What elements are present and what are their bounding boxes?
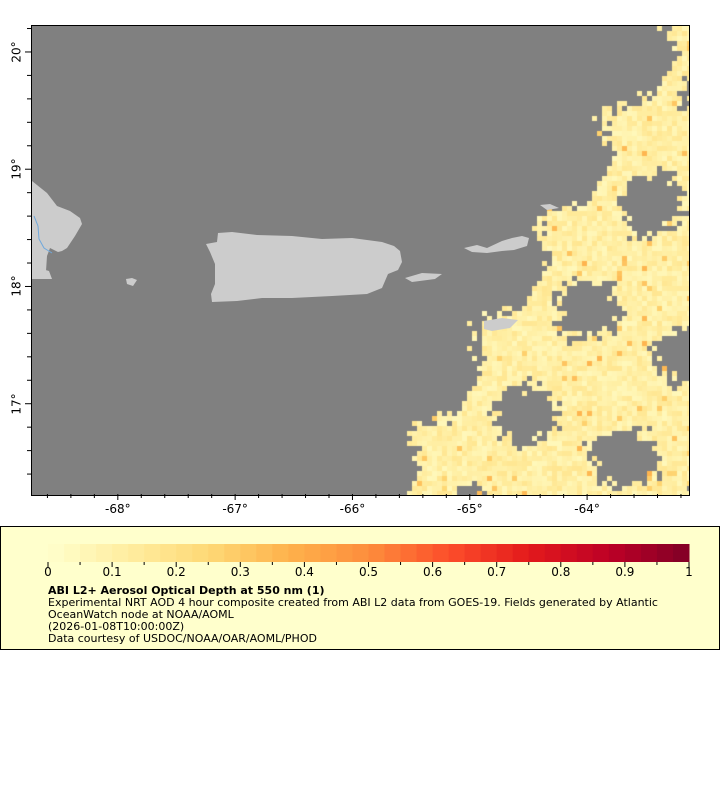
legend-title: ABI L2+ Aerosol Optical Depth at 550 nm …: [48, 584, 325, 597]
colorbar-tick-label: 0: [44, 565, 52, 579]
colorbar-swatch: [656, 544, 674, 562]
longitude-tick-label: -64°: [574, 502, 600, 516]
colorbar-swatch: [576, 544, 594, 562]
latitude-tick-label: 20°: [9, 41, 24, 63]
colorbar-swatch: [448, 544, 466, 562]
map-plot-area: [31, 25, 690, 496]
latitude-tick-label: 19°: [9, 158, 24, 180]
colorbar-tick-label: 0.6: [423, 565, 443, 579]
colorbar-tick-label: 0.9: [615, 565, 635, 579]
colorbar-swatch: [112, 544, 129, 562]
colorbar-tick-label: 0.8: [551, 565, 571, 579]
colorbar-swatch: [240, 544, 257, 562]
land-layer: [32, 181, 559, 331]
colorbar-swatch: [272, 544, 289, 562]
colorbar-swatch: [64, 544, 81, 562]
colorbar-swatch: [256, 544, 273, 562]
colorbar-tick-label: 0.7: [487, 565, 507, 579]
colorbar-swatch: [672, 544, 690, 562]
longitude-tick-label: -68°: [105, 502, 131, 516]
colorbar-swatch: [400, 544, 418, 562]
colorbar-swatch: [336, 544, 353, 562]
colorbar-swatch: [304, 544, 321, 562]
colorbar-tick-label: 0.1: [102, 565, 122, 579]
colorbar-swatch: [368, 544, 386, 562]
colorbar-tick-label: 0.4: [294, 565, 314, 579]
vieques-island-land: [405, 273, 442, 282]
colorbar: [47, 544, 690, 567]
legend-credit: Data courtesy of USDOC/NOAA/OAR/AOML/PHO…: [48, 632, 317, 645]
colorbar-swatch: [432, 544, 450, 562]
latitude-tick-label: 17°: [9, 393, 24, 415]
colorbar-swatch: [560, 544, 578, 562]
longitude-tick-label: -65°: [456, 502, 483, 516]
colorbar-swatch: [48, 544, 65, 562]
colorbar-swatch: [144, 544, 161, 562]
river-line: [33, 215, 53, 254]
legend-description: Experimental NRT AOD 4 hour composite cr…: [48, 596, 658, 609]
colorbar-swatch: [544, 544, 562, 562]
colorbar-swatch: [128, 544, 145, 562]
colorbar-swatch: [384, 544, 402, 562]
colorbar-swatch: [512, 544, 530, 562]
longitude-tick-label: -67°: [222, 502, 248, 516]
mona-island-land: [126, 278, 137, 286]
colorbar-swatch: [192, 544, 209, 562]
colorbar-tick-label: 1: [685, 565, 693, 579]
puerto-rico-land: [206, 232, 402, 302]
colorbar-swatch: [176, 544, 193, 562]
colorbar-swatch: [160, 544, 177, 562]
legend-time: (2026-01-08T10:00:00Z): [48, 620, 185, 633]
legend-description-cont: OceanWatch node at NOAA/AOML: [48, 608, 234, 621]
colorbar-swatch: [528, 544, 546, 562]
latitude-tick-label: 18°: [9, 275, 24, 298]
virgin-islands-land: [464, 236, 529, 253]
colorbar-tick-label: 0.2: [166, 565, 186, 579]
colorbar-swatch: [288, 544, 305, 562]
longitude-tick-label: -66°: [339, 502, 366, 516]
colorbar-swatch: [496, 544, 514, 562]
st-croix-island-land: [484, 318, 518, 331]
hispaniola-land: [32, 181, 82, 279]
colorbar-swatch: [464, 544, 482, 562]
colorbar-swatch: [320, 544, 337, 562]
colorbar-tick-label: 0.3: [230, 565, 250, 579]
colorbar-swatch: [480, 544, 498, 562]
colorbar-swatch: [96, 544, 113, 562]
anegada-island-land: [540, 204, 559, 210]
colorbar-swatch: [416, 544, 434, 562]
colorbar-swatch: [80, 544, 97, 562]
colorbar-tick-label: 0.5: [358, 565, 379, 579]
colorbar-swatch: [608, 544, 626, 562]
colorbar-swatch: [640, 544, 658, 562]
colorbar-swatch: [624, 544, 642, 562]
legend-panel: 0 0.1 0.2 0.3 0.4 0.5 0.6 0.7 0.8 0.9 1 ABI L2+ Ae…: [0, 526, 720, 650]
colorbar-swatch: [592, 544, 610, 562]
colorbar-swatch: [208, 544, 225, 562]
colorbar-swatch: [352, 544, 369, 562]
colorbar-swatch: [224, 544, 241, 562]
